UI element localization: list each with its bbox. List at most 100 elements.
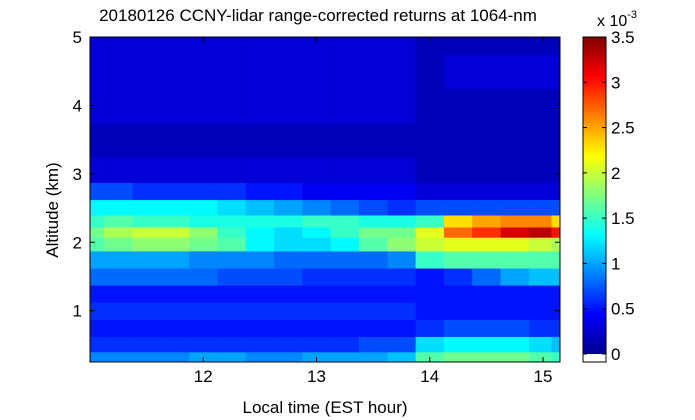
heatmap-cell: [500, 285, 530, 303]
heatmap-cell: [90, 319, 105, 337]
heatmap-cell: [443, 54, 473, 89]
heatmap-cell: [90, 226, 105, 238]
heatmap-cell: [415, 319, 445, 337]
heatmap-cell: [245, 285, 275, 303]
heatmap-cell: [217, 214, 247, 228]
heatmap-cell: [330, 336, 360, 353]
heatmap-cell: [132, 54, 162, 89]
heatmap-cell: [358, 302, 388, 320]
heatmap-cell: [245, 351, 275, 362]
heatmap-cell: [302, 267, 332, 286]
heatmap-cell: [104, 237, 134, 252]
heatmap-cell: [189, 88, 219, 124]
heatmap-cell: [387, 237, 417, 252]
heatmap-cell: [500, 250, 530, 269]
heatmap-cell: [160, 54, 190, 89]
heatmap-cell: [160, 199, 190, 216]
heatmap-cell: [358, 285, 388, 303]
heatmap-cell: [551, 351, 560, 362]
y-axis-label: Altitude (km): [43, 162, 62, 257]
heatmap-cell: [160, 267, 190, 286]
heatmap-cell: [551, 54, 560, 89]
heatmap-cell: [330, 351, 360, 362]
heatmap-cell: [274, 37, 303, 55]
heatmap-cell: [472, 226, 502, 238]
heatmap-cell: [245, 88, 275, 124]
heatmap-cell: [90, 285, 105, 303]
x-axis: 12 13 14 15: [194, 37, 553, 386]
heatmap-cell: [245, 214, 275, 228]
colorbar-exponent-power: -3: [627, 9, 637, 21]
heatmap-cell: [330, 37, 360, 55]
heatmap-cell: [189, 237, 219, 252]
heatmap-cell: [217, 336, 247, 353]
heatmap-cell: [302, 351, 332, 362]
heatmap-cell: [330, 182, 360, 201]
heatmap-cell: [302, 285, 332, 303]
heatmap-cell: [500, 319, 530, 337]
plot-frame: [89, 36, 561, 363]
heatmap-cell: [472, 122, 502, 158]
heatmap-cell: [132, 122, 162, 158]
heatmap-cell: [274, 267, 303, 286]
heatmap-cell: [330, 237, 360, 252]
heatmap-cell: [551, 37, 560, 55]
heatmap-cell: [132, 182, 162, 201]
heatmap-cell: [217, 250, 247, 269]
heatmap-cell: [217, 54, 247, 89]
heatmap-cell: [387, 250, 417, 269]
x-tick-label: 13: [307, 367, 326, 386]
heatmap-cell: [472, 88, 502, 124]
heatmap-cell: [330, 267, 360, 286]
heatmap-cell: [551, 199, 560, 216]
heatmap-cell: [160, 182, 190, 201]
heatmap-cell: [415, 226, 445, 238]
heatmap-cell: [302, 302, 332, 320]
x-tick-label: 15: [534, 367, 553, 386]
heatmap-cell: [274, 88, 303, 124]
heatmap-cell: [160, 351, 190, 362]
colorbar-tick-label: 1.5: [611, 209, 635, 228]
heatmap-cell: [132, 37, 162, 55]
heatmap-cell: [551, 122, 560, 158]
heatmap-cell: [132, 319, 162, 337]
heatmap-cell: [443, 182, 473, 201]
heatmap-cell: [472, 37, 502, 55]
heatmap-cell: [104, 37, 134, 55]
heatmap-cell: [90, 214, 105, 228]
heatmap-cell: [358, 182, 388, 201]
heatmap-cell: [528, 156, 553, 183]
heatmap-cell: [415, 122, 445, 158]
heatmap-cell: [274, 122, 303, 158]
heatmap-cell: [443, 88, 473, 124]
heatmap-cell: [472, 156, 502, 183]
heatmap-cell: [189, 351, 219, 362]
heatmap-cell: [528, 302, 553, 320]
heatmap-cell: [500, 156, 530, 183]
heatmap-cell: [500, 122, 530, 158]
heatmap-cell: [528, 285, 553, 303]
heatmap-cell: [160, 37, 190, 55]
heatmap-cell: [217, 302, 247, 320]
heatmap-cell: [90, 267, 105, 286]
heatmap-cell: [358, 88, 388, 124]
heatmap-cell: [302, 199, 332, 216]
heatmap-cell: [302, 250, 332, 269]
heatmap-cell: [443, 199, 473, 216]
heatmap-cell: [189, 302, 219, 320]
heatmap-cell: [472, 302, 502, 320]
heatmap-cell: [528, 199, 553, 216]
heatmap-cell: [245, 237, 275, 252]
heatmap-cell: [104, 250, 134, 269]
heatmap-cell: [274, 302, 303, 320]
heatmap-cell: [443, 250, 473, 269]
heatmap-cell: [528, 88, 553, 124]
heatmap-cell: [160, 302, 190, 320]
heatmap-cell: [500, 267, 530, 286]
heatmap-cell: [274, 237, 303, 252]
heatmap-cell: [217, 199, 247, 216]
heatmap-cell: [443, 351, 473, 362]
heatmap-cell: [189, 267, 219, 286]
heatmap-cell: [551, 285, 560, 303]
